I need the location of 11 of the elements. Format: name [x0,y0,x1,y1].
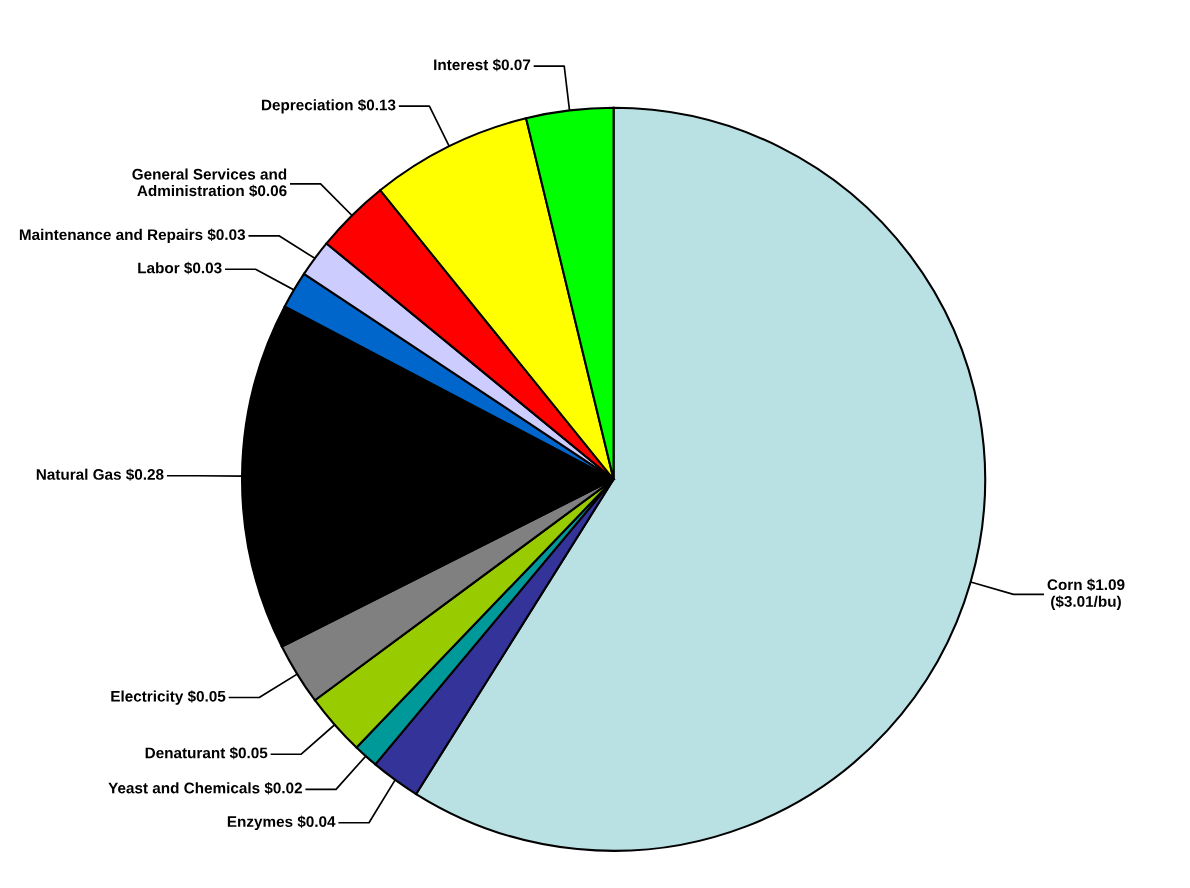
slice-label: Interest $0.07 [434,58,531,72]
slice-label: Corn $1.09 ($3.01/bu) [1047,578,1125,610]
slice-label: Natural Gas $0.28 [36,468,164,481]
slice-label: Electricity $0.05 [111,690,226,705]
slice-label: Depreciation $0.13 [261,98,396,114]
slice-label: Enzymes $0.04 [227,815,336,831]
slice-label: Labor $0.03 [138,261,222,275]
slice-label: Maintenance and Repairs $0.03 [19,228,246,244]
slice-label: Denaturant $0.05 [145,746,268,760]
slice-label: Yeast and Chemicals $0.02 [108,781,302,795]
slice-label: General Services and Administration $0.06 [132,168,287,198]
